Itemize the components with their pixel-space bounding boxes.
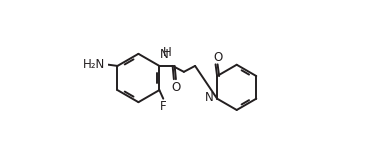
Text: O: O [171, 81, 180, 94]
Text: H: H [163, 46, 171, 59]
Text: N: N [205, 91, 214, 104]
Text: N: N [160, 48, 169, 61]
Text: O: O [214, 51, 223, 64]
Text: F: F [160, 100, 167, 113]
Text: H₂N: H₂N [83, 58, 105, 71]
